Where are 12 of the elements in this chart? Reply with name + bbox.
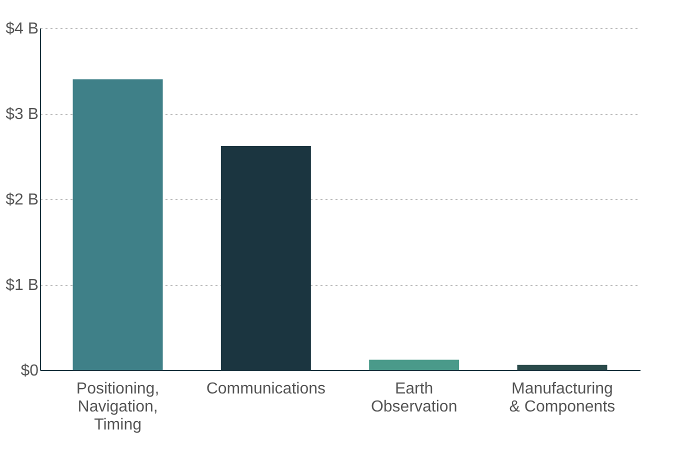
bar	[517, 364, 608, 370]
x-tick-label: Communications	[206, 380, 326, 398]
bar	[72, 79, 163, 370]
y-tick-label: $2 B	[6, 192, 38, 208]
y-tick-label: $3 B	[6, 106, 38, 123]
x-tick-label: Earth Observation	[370, 380, 458, 416]
x-tick-label: Positioning, Navigation, Timing	[76, 380, 160, 434]
y-tick-label: $1 B	[6, 277, 38, 294]
bar	[369, 360, 460, 370]
y-tick-label: $0	[20, 362, 39, 380]
x-tick-label: Manufacturing & Components	[509, 380, 616, 416]
y-tick-label: $4 B	[6, 20, 38, 38]
